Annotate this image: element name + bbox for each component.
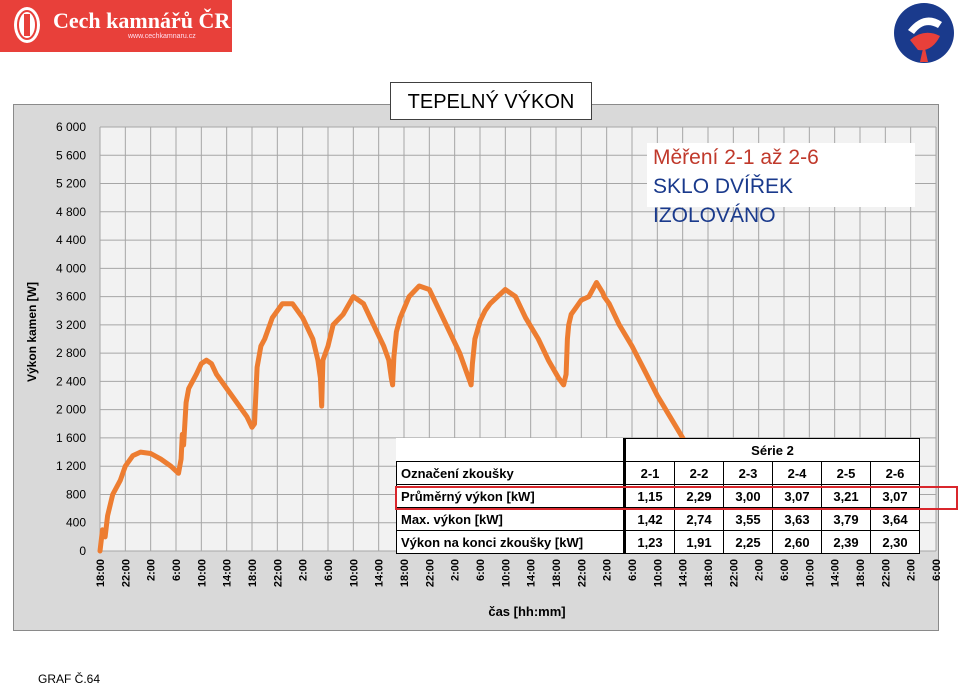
table-cell: 3,64: [870, 507, 920, 531]
table-header-row: Označení zkoušky 2-1 2-2 2-3 2-4 2-5 2-6: [396, 461, 920, 485]
x-tick-label: 2:00: [146, 559, 158, 581]
graph-number-label: GRAF Č.64: [38, 672, 101, 686]
x-tick-label: 10:00: [652, 559, 664, 587]
table-cell: 3,07: [772, 484, 822, 508]
x-tick-label: 18:00: [855, 559, 867, 587]
brand-name: Cech kamnářů ČR: [53, 8, 231, 33]
x-tick-label: 18:00: [551, 559, 563, 587]
table-group-header: Série 2: [624, 438, 920, 462]
x-tick-label: 2:00: [906, 559, 918, 581]
x-tick-label: 2:00: [298, 559, 310, 581]
x-tick-label: 6:00: [931, 559, 943, 581]
x-tick-label: 22:00: [728, 559, 740, 587]
table-cell: 1,15: [624, 484, 675, 508]
note-line-1: Měření 2-1 až 2-6: [653, 146, 819, 169]
x-tick-label: 10:00: [348, 559, 360, 587]
table-row: Průměrný výkon [kW] 1,15 2,29 3,00 3,07 …: [396, 484, 920, 508]
table-column-header: 2-1: [624, 461, 675, 485]
x-tick-label: 2:00: [602, 559, 614, 581]
y-tick-label: 2 800: [56, 346, 86, 360]
x-tick-label: 10:00: [804, 559, 816, 587]
cech-kamnaru-logo: Cech kamnářů ČR www.cechkamnaru.cz: [0, 0, 232, 52]
table-column-header: 2-2: [674, 461, 724, 485]
x-tick-label: 22:00: [880, 559, 892, 587]
y-tick-label: 2 400: [56, 374, 86, 388]
table-cell: 1,91: [674, 530, 724, 554]
table-cell: 3,55: [723, 507, 773, 531]
y-tick-label: 6 000: [56, 120, 86, 134]
table-column-header: 2-3: [723, 461, 773, 485]
x-tick-label: 6:00: [627, 559, 639, 581]
y-axis-label: Výkon kamen [W]: [25, 282, 39, 382]
x-tick-label: 10:00: [500, 559, 512, 587]
x-tick-label: 14:00: [526, 559, 538, 587]
note-line-2: SKLO DVÍŘEK IZOLOVÁNO: [653, 175, 794, 227]
x-tick-label: 18:00: [247, 559, 259, 587]
y-tick-label: 0: [79, 544, 86, 558]
table-row: Výkon na konci zkoušky [kW] 1,23 1,91 2,…: [396, 530, 920, 554]
x-tick-label: 14:00: [222, 559, 234, 587]
y-tick-label: 2 000: [56, 403, 86, 417]
x-tick-label: 2:00: [450, 559, 462, 581]
x-tick-label: 6:00: [323, 559, 335, 581]
x-tick-label: 18:00: [399, 559, 411, 587]
table-cell: 3,21: [821, 484, 871, 508]
guild-emblem-icon: [14, 7, 40, 43]
summary-table: Série 2 Označení zkoušky 2-1 2-2 2-3 2-4…: [396, 438, 920, 554]
y-tick-label: 3 200: [56, 318, 86, 332]
x-tick-label: 18:00: [95, 559, 107, 587]
y-tick-label: 5 600: [56, 148, 86, 162]
company-logo-icon: [894, 3, 954, 63]
y-tick-label: 5 200: [56, 177, 86, 191]
table-cell: 1,23: [624, 530, 675, 554]
x-tick-label: 22:00: [120, 559, 132, 587]
y-tick-label: 4 800: [56, 205, 86, 219]
chart-title: TEPELNÝ VÝKON: [390, 82, 592, 120]
brand-url: www.cechkamnaru.cz: [128, 33, 196, 40]
table-row-label: Označení zkoušky: [396, 461, 626, 485]
table-cell: 2,30: [870, 530, 920, 554]
table-row-label: Výkon na konci zkoušky [kW]: [396, 530, 626, 554]
x-tick-label: 22:00: [576, 559, 588, 587]
table-cell: 2,74: [674, 507, 724, 531]
table-row-label: Průměrný výkon [kW]: [396, 484, 626, 508]
table-cell: 3,07: [870, 484, 920, 508]
x-tick-label: 6:00: [171, 559, 183, 581]
x-axis-label: čas [hh:mm]: [488, 604, 565, 619]
table-row: Max. výkon [kW] 1,42 2,74 3,55 3,63 3,79…: [396, 507, 920, 531]
x-tick-label: 18:00: [703, 559, 715, 587]
x-tick-label: 14:00: [830, 559, 842, 587]
y-tick-label: 3 600: [56, 290, 86, 304]
x-tick-label: 14:00: [374, 559, 386, 587]
chart-series-line: [97, 280, 706, 554]
table-cell: 3,63: [772, 507, 822, 531]
x-tick-label: 6:00: [779, 559, 791, 581]
y-tick-label: 4 400: [56, 233, 86, 247]
table-cell: 2,29: [674, 484, 724, 508]
table-cell: 3,00: [723, 484, 773, 508]
table-cell: 2,39: [821, 530, 871, 554]
table-row-label: Max. výkon [kW]: [396, 507, 626, 531]
table-corner: [396, 438, 626, 462]
x-tick-label: 6:00: [475, 559, 487, 581]
x-tick-label: 22:00: [424, 559, 436, 587]
y-tick-label: 1 600: [56, 431, 86, 445]
x-tick-label: 10:00: [196, 559, 208, 587]
y-tick-label: 1 200: [56, 459, 86, 473]
measurement-note: Měření 2-1 až 2-6 SKLO DVÍŘEK IZOLOVÁNO: [647, 143, 915, 227]
table-cell: 2,25: [723, 530, 773, 554]
table-column-header: 2-4: [772, 461, 822, 485]
y-tick-label: 4 000: [56, 261, 86, 275]
table-column-header: 2-6: [870, 461, 920, 485]
y-tick-label: 800: [66, 487, 86, 501]
table-column-header: 2-5: [821, 461, 871, 485]
y-tick-label: 400: [66, 516, 86, 530]
x-tick-label: 22:00: [272, 559, 284, 587]
table-cell: 3,79: [821, 507, 871, 531]
table-cell: 2,60: [772, 530, 822, 554]
table-cell: 1,42: [624, 507, 675, 531]
x-tick-label: 2:00: [754, 559, 766, 581]
x-tick-label: 14:00: [678, 559, 690, 587]
